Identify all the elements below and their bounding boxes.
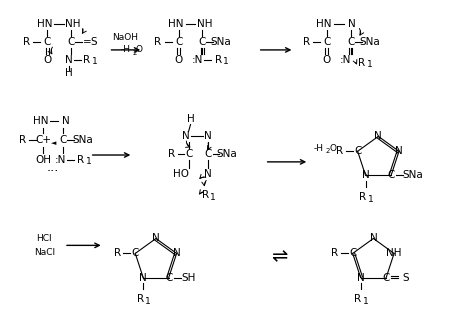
Text: C: C <box>132 248 139 258</box>
Text: C: C <box>323 37 331 47</box>
Text: N: N <box>362 170 369 180</box>
Text: 1: 1 <box>368 194 374 203</box>
Text: HCl: HCl <box>36 234 52 243</box>
Text: N: N <box>204 131 212 141</box>
Text: O: O <box>329 144 337 153</box>
Text: R: R <box>202 190 209 200</box>
Text: SH: SH <box>182 272 196 283</box>
Text: R: R <box>215 55 222 65</box>
Text: HN: HN <box>33 116 48 126</box>
Text: NH: NH <box>386 248 402 258</box>
Text: HN: HN <box>168 19 183 29</box>
Text: C: C <box>349 248 356 258</box>
Text: R: R <box>83 55 91 65</box>
Text: C: C <box>44 37 51 47</box>
Text: R: R <box>137 294 144 304</box>
Text: 2: 2 <box>132 50 137 56</box>
Text: SNa: SNa <box>73 135 93 145</box>
Text: C: C <box>67 37 75 47</box>
Text: R: R <box>359 192 366 202</box>
Text: N: N <box>152 234 160 244</box>
Text: NaOH: NaOH <box>112 33 138 42</box>
Text: N: N <box>395 146 403 156</box>
Text: R: R <box>354 294 361 304</box>
Text: O: O <box>136 45 143 54</box>
Text: C: C <box>165 272 173 283</box>
Text: C: C <box>185 149 192 159</box>
Text: R: R <box>23 37 30 47</box>
Text: 1: 1 <box>210 193 216 202</box>
Text: O: O <box>43 55 51 65</box>
Text: NH: NH <box>197 19 212 29</box>
Text: :N: :N <box>340 55 351 65</box>
Text: R: R <box>302 37 310 47</box>
Text: ◄: ◄ <box>51 140 56 146</box>
Text: N: N <box>357 272 365 283</box>
Text: SNa: SNa <box>402 170 423 180</box>
Text: :N: :N <box>192 55 203 65</box>
Text: H: H <box>187 114 194 124</box>
Text: R: R <box>155 37 162 47</box>
Text: R: R <box>168 149 175 159</box>
Text: N: N <box>65 55 73 65</box>
Text: ...: ... <box>47 161 59 174</box>
Text: 1: 1 <box>145 297 151 306</box>
Text: :N: :N <box>55 155 66 165</box>
Text: ⇌: ⇌ <box>271 247 288 266</box>
Text: SNa: SNa <box>217 149 237 159</box>
Text: H: H <box>65 68 73 78</box>
Text: R: R <box>336 146 344 156</box>
Text: HO: HO <box>173 169 189 179</box>
Text: C: C <box>387 170 395 180</box>
Text: SNa: SNa <box>211 37 232 47</box>
Text: C: C <box>199 37 206 47</box>
Text: 1: 1 <box>223 57 229 66</box>
Text: N: N <box>374 131 382 141</box>
Text: C: C <box>175 37 182 47</box>
Text: C: C <box>347 37 355 47</box>
Text: N: N <box>173 248 181 258</box>
Text: R: R <box>77 155 84 165</box>
Text: N: N <box>204 169 212 179</box>
Text: O: O <box>174 55 183 65</box>
Text: R: R <box>358 58 365 68</box>
Text: N: N <box>182 131 190 141</box>
Text: O: O <box>323 55 331 65</box>
Text: C+: C+ <box>35 135 51 145</box>
Text: S: S <box>91 37 97 47</box>
Text: R: R <box>114 248 121 258</box>
Text: C: C <box>205 149 212 159</box>
Text: C: C <box>59 135 67 145</box>
Text: HN: HN <box>316 19 332 29</box>
Text: NH: NH <box>65 19 81 29</box>
Text: N: N <box>139 272 147 283</box>
Text: NaCl: NaCl <box>34 248 55 257</box>
Text: -H: -H <box>314 144 324 153</box>
Text: 2: 2 <box>326 148 330 154</box>
Text: 1: 1 <box>363 297 368 306</box>
Text: 1: 1 <box>92 57 98 66</box>
Text: C: C <box>354 146 361 156</box>
Text: 1: 1 <box>86 157 91 166</box>
Text: R: R <box>19 135 26 145</box>
Text: OH: OH <box>35 155 51 165</box>
Text: R: R <box>331 248 338 258</box>
Text: N: N <box>370 234 377 244</box>
Text: =: = <box>82 37 91 47</box>
Text: S: S <box>402 272 409 283</box>
Text: N: N <box>62 116 70 126</box>
Text: HN: HN <box>36 19 52 29</box>
Text: C: C <box>383 272 390 283</box>
Text: 1: 1 <box>366 60 372 69</box>
Text: SNa: SNa <box>359 37 380 47</box>
Text: N: N <box>348 19 356 29</box>
Text: -H: -H <box>120 45 130 54</box>
